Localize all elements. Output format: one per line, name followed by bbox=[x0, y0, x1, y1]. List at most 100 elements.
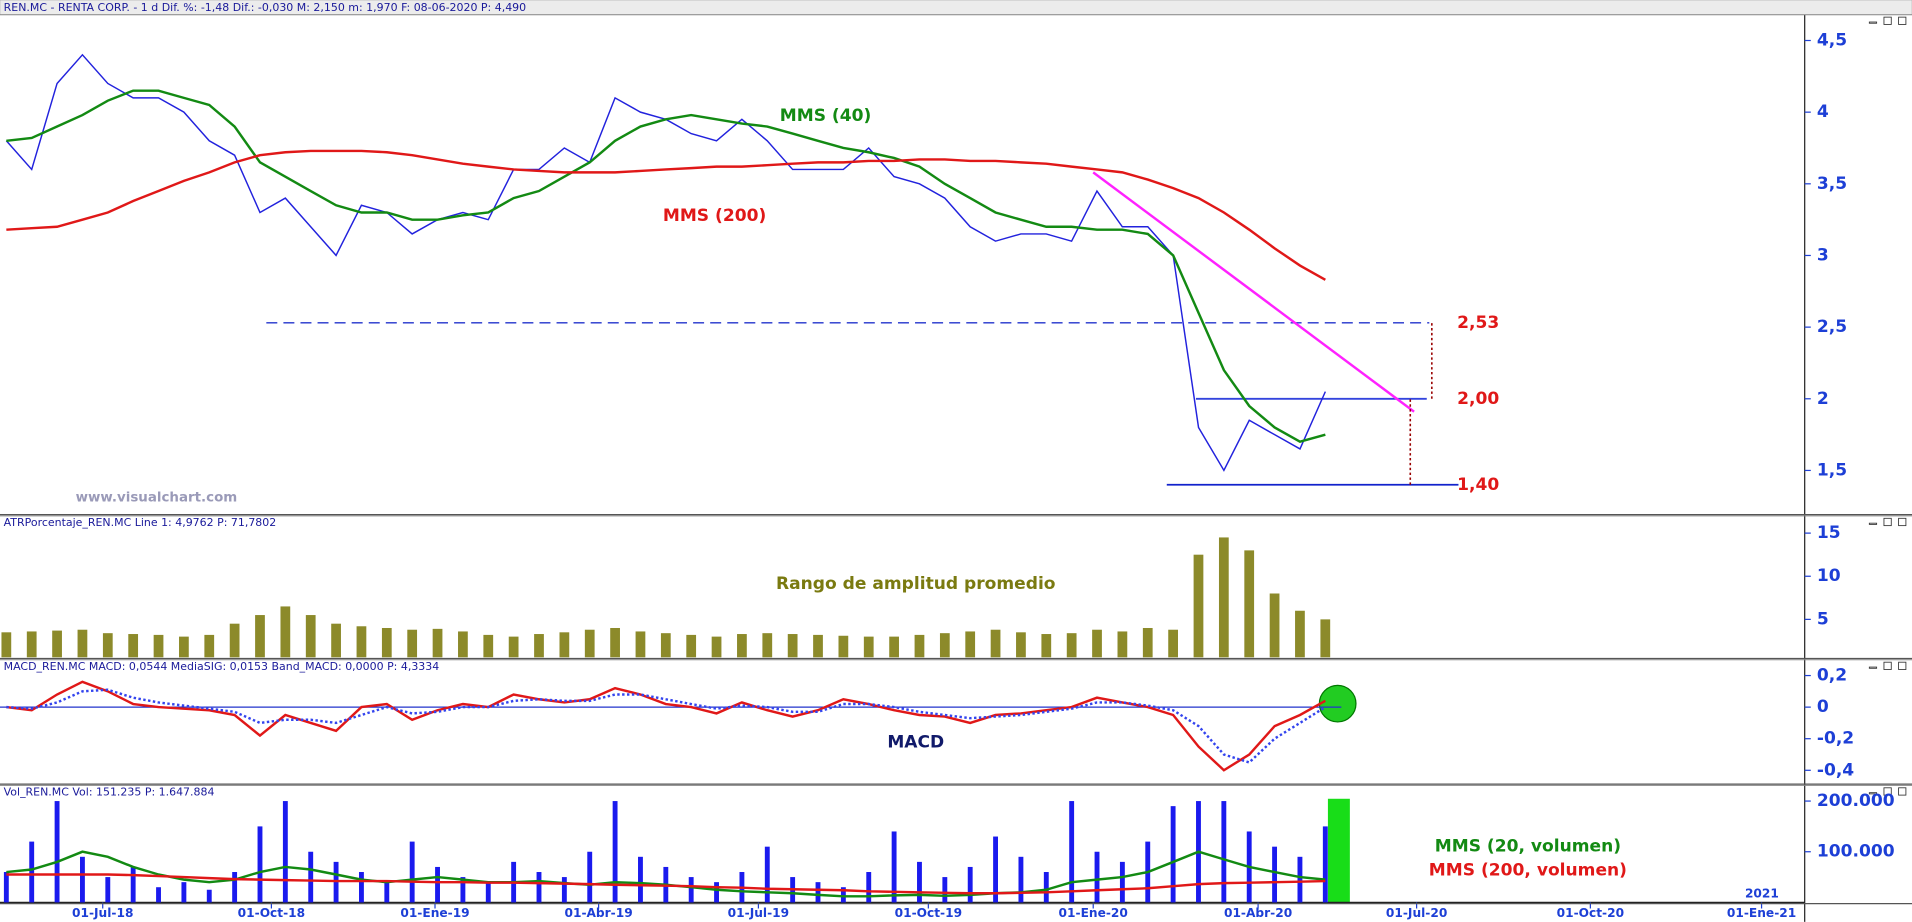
y-tick-label: 1,5 bbox=[1817, 460, 1847, 480]
window-control bbox=[1868, 792, 1878, 795]
y-tick-label: 3 bbox=[1817, 245, 1829, 265]
bar bbox=[381, 627, 392, 658]
window-control bbox=[1898, 661, 1907, 670]
bar bbox=[815, 882, 821, 903]
bar bbox=[1117, 631, 1128, 658]
signal-highlight bbox=[1318, 684, 1357, 723]
bar bbox=[688, 877, 694, 903]
bar bbox=[917, 861, 922, 903]
bar bbox=[1069, 801, 1075, 903]
bar bbox=[181, 882, 187, 903]
bar bbox=[967, 866, 973, 903]
bar bbox=[787, 634, 798, 658]
window-control bbox=[1898, 517, 1907, 527]
bar bbox=[153, 634, 164, 658]
window-control bbox=[1868, 21, 1878, 24]
year-label: 2021 bbox=[1745, 886, 1779, 900]
bar bbox=[26, 631, 37, 658]
window-control bbox=[1883, 16, 1892, 25]
y-tick-label: 2 bbox=[1817, 389, 1829, 409]
bar bbox=[432, 628, 443, 658]
bar bbox=[232, 872, 238, 903]
bar bbox=[3, 872, 9, 903]
y-tick-label: 100.000 bbox=[1817, 842, 1895, 862]
y-tick-label: -0,4 bbox=[1817, 760, 1854, 780]
level-label: 2,53 bbox=[1457, 313, 1499, 333]
bar bbox=[714, 882, 719, 903]
bar bbox=[483, 634, 494, 658]
bar bbox=[1322, 826, 1328, 903]
bar bbox=[458, 631, 468, 658]
window-control bbox=[1898, 787, 1907, 796]
y-tick-label: 2,5 bbox=[1817, 317, 1847, 337]
bar bbox=[584, 629, 595, 658]
bar bbox=[1221, 801, 1227, 903]
x-tick-label: 01-Jul-18 bbox=[72, 906, 133, 920]
bar bbox=[1244, 550, 1255, 658]
level-label: 1,40 bbox=[1457, 475, 1499, 495]
bar bbox=[1170, 806, 1176, 903]
bar bbox=[1, 632, 12, 658]
series-line bbox=[6, 680, 1326, 772]
bar bbox=[1218, 537, 1229, 658]
bar bbox=[1043, 872, 1049, 903]
bar bbox=[508, 636, 519, 658]
bar bbox=[914, 634, 925, 658]
series-line bbox=[6, 688, 1326, 764]
bar bbox=[610, 627, 620, 658]
series-label: MMS (200) bbox=[663, 206, 766, 226]
y-tick-label: 15 bbox=[1817, 523, 1841, 543]
bar bbox=[384, 882, 390, 903]
bar bbox=[838, 635, 849, 658]
trendline bbox=[1092, 171, 1415, 413]
watermark: www.visualchart.com bbox=[76, 491, 238, 506]
bar bbox=[229, 623, 240, 658]
bar bbox=[156, 887, 161, 903]
bar bbox=[993, 836, 999, 903]
bar bbox=[1269, 593, 1280, 658]
x-tick-label: 01-Abr-20 bbox=[1224, 906, 1292, 920]
x-tick-label: 01-Abr-19 bbox=[564, 906, 632, 920]
window-control bbox=[1898, 16, 1907, 25]
bar bbox=[485, 882, 491, 903]
bar bbox=[1295, 610, 1305, 658]
bar bbox=[54, 801, 60, 903]
bar bbox=[130, 866, 136, 903]
y-tick-label: 200.000 bbox=[1817, 791, 1895, 811]
window-control bbox=[1883, 517, 1892, 527]
bar bbox=[1272, 846, 1278, 903]
bar bbox=[356, 626, 367, 658]
x-tick-label: 01-Ene-19 bbox=[400, 906, 469, 920]
bar bbox=[435, 866, 440, 903]
series-label: MMS (200, volumen) bbox=[1429, 861, 1627, 881]
bar bbox=[1142, 627, 1153, 658]
bar bbox=[1041, 634, 1052, 658]
bar bbox=[536, 872, 542, 903]
bar bbox=[1168, 629, 1178, 658]
series-line bbox=[6, 149, 1326, 281]
panel-header: MACD_REN.MC MACD: 0,0544 MediaSIG: 0,015… bbox=[4, 660, 440, 673]
bar bbox=[1066, 633, 1077, 658]
bar bbox=[1119, 861, 1125, 903]
bar bbox=[889, 636, 899, 658]
bar bbox=[559, 632, 570, 658]
y-tick-label: 4,5 bbox=[1817, 31, 1847, 51]
x-tick-label: 01-Ene-20 bbox=[1059, 906, 1128, 920]
bar bbox=[561, 877, 567, 903]
volume-highlight bbox=[1327, 798, 1350, 903]
bar bbox=[331, 623, 341, 658]
bar bbox=[638, 856, 643, 903]
bar bbox=[612, 801, 618, 903]
bar bbox=[990, 629, 1001, 658]
bar bbox=[280, 606, 291, 658]
bar bbox=[407, 629, 418, 658]
bar bbox=[866, 872, 872, 903]
bar bbox=[282, 801, 288, 903]
bar bbox=[1018, 856, 1024, 903]
bar bbox=[813, 634, 823, 658]
bar bbox=[534, 634, 544, 658]
bar bbox=[409, 841, 415, 903]
